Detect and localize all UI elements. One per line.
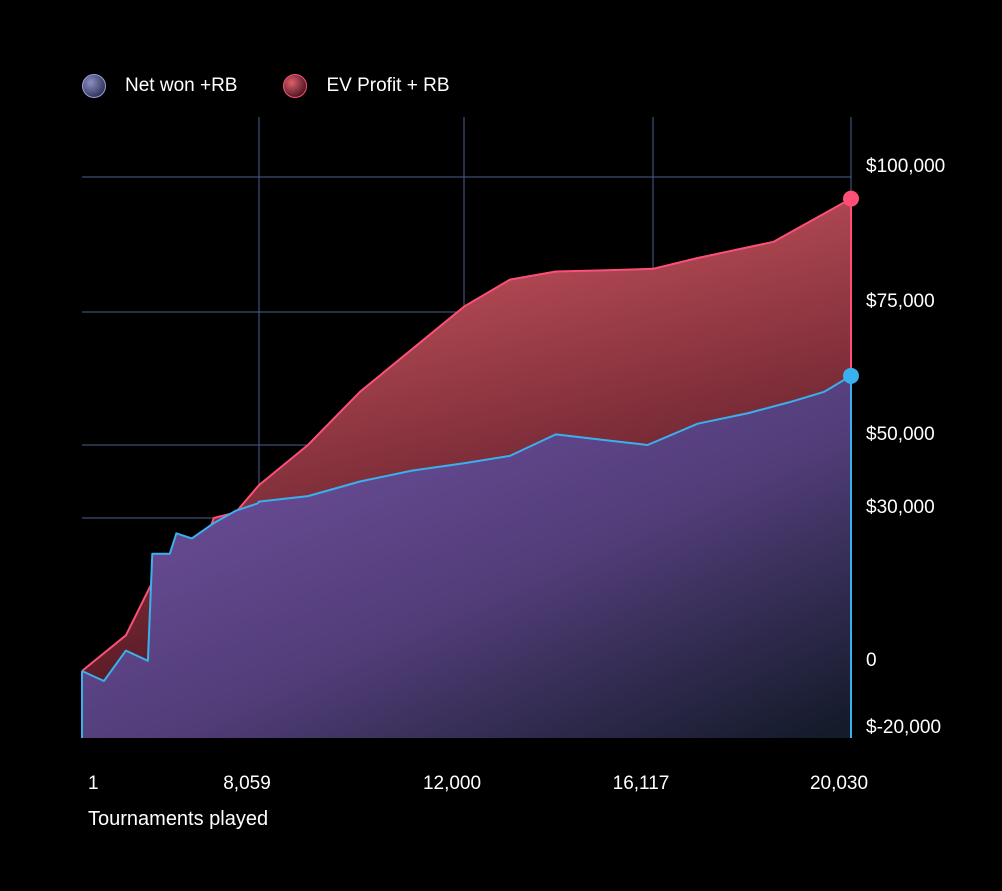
x-tick-label: 8,059 [223, 773, 271, 794]
series-layer [81, 190, 859, 739]
legend-item-ev-profit[interactable]: EV Profit + RB [283, 74, 450, 98]
legend-swatch-net-won [82, 74, 106, 98]
x-tick-label: 20,030 [810, 773, 868, 794]
y-tick-label: 0 [866, 650, 877, 671]
x-axis-label: Tournaments played [88, 808, 269, 830]
area-net-won [82, 375, 851, 738]
legend-item-net-won[interactable]: Net won +RB [82, 74, 237, 98]
y-tick-label: $30,000 [866, 497, 935, 518]
legend-swatch-ev-profit [283, 74, 308, 98]
x-tick-label: 12,000 [423, 773, 481, 794]
y-tick-label: $50,000 [866, 424, 935, 445]
y-tick-label: $100,000 [866, 156, 945, 177]
x-tick-label: 16,117 [613, 773, 670, 794]
line-net-won [81, 374, 852, 682]
legend-label-ev-profit: EV Profit + RB [326, 75, 450, 96]
y-tick-label: $75,000 [866, 291, 935, 312]
endpoint-ev-profit [843, 190, 859, 207]
y-tick-label: $-20,000 [866, 717, 941, 738]
legend: Net won +RB EV Profit + RB [82, 74, 496, 98]
y-axis-tick-labels: $100,000 $75,000 $50,000 $30,000 0 $-20,000 [866, 156, 945, 738]
endpoint-net-won [843, 367, 859, 384]
x-tick-label: 1 [88, 773, 99, 794]
legend-label-net-won: Net won +RB [125, 75, 238, 96]
x-axis-tick-labels: 1 8,059 12,000 16,117 20,030 [88, 773, 868, 794]
